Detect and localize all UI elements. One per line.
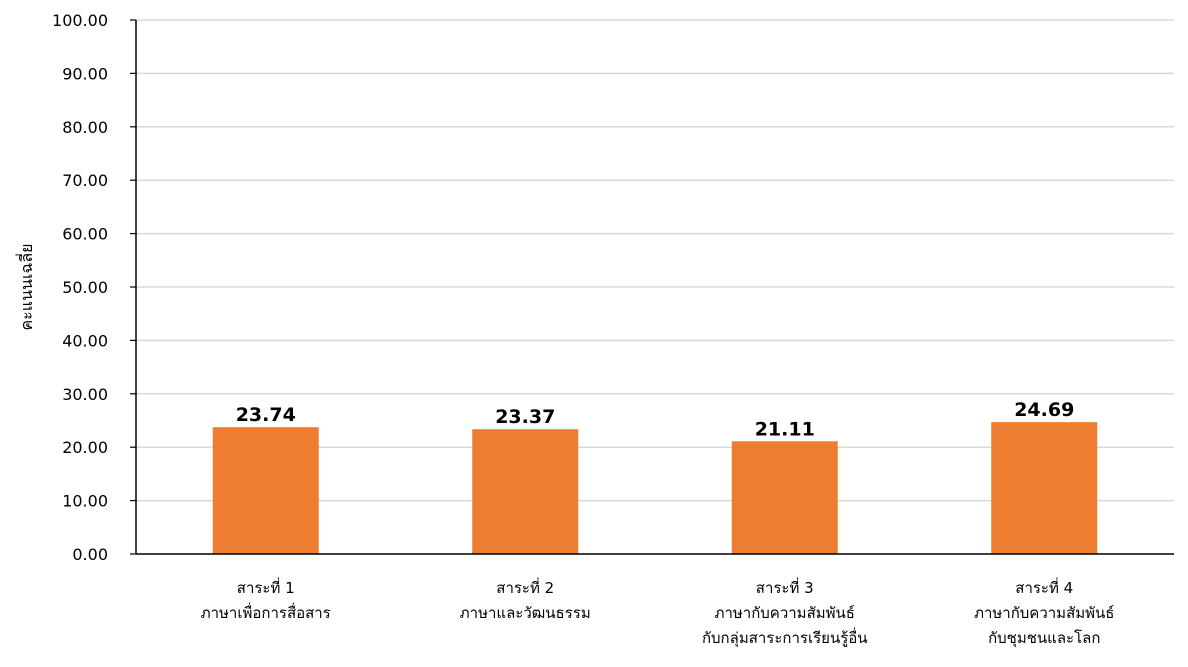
data-label: 23.37 (495, 406, 555, 428)
x-category-label: สาระที่ 4 ภาษากับความสัมพันธ์กับชุมชนและโ… (974, 577, 1114, 648)
x-category-label-line: ภาษาและวัฒนธรรม (460, 604, 591, 622)
bar (991, 422, 1098, 554)
data-label: 23.74 (236, 404, 296, 426)
x-category-label-line: สาระที่ 2 (496, 577, 554, 597)
x-category-label-line: ภาษาเพื่อการสื่อสาร (201, 602, 331, 622)
y-tick-label: 0.00 (72, 545, 108, 564)
x-category-label-line: สาระที่ 3 (756, 577, 814, 597)
bar (212, 427, 319, 554)
bars (212, 422, 1098, 554)
data-label: 21.11 (755, 418, 815, 440)
y-tick-label: 20.00 (62, 438, 108, 457)
y-tick-label: 10.00 (62, 492, 108, 511)
y-tick-label: 40.00 (62, 331, 108, 350)
axes (130, 19, 1174, 555)
x-category-label-line: ภาษากับความสัมพันธ์ (974, 604, 1114, 622)
x-category-label-line: ภาษากับความสัมพันธ์ (715, 604, 855, 622)
x-category-label: สาระที่ 3 ภาษากับความสัมพันธ์กับกลุ่มสาระ… (702, 577, 868, 648)
y-tick-label: 80.00 (62, 118, 108, 137)
x-category-label-line: สาระที่ 1 (237, 577, 295, 597)
x-category-label-line: กับชุมชนและโลก (988, 629, 1100, 648)
y-tick-label: 70.00 (62, 171, 108, 190)
y-tick-label: 30.00 (62, 385, 108, 404)
y-tick-label: 90.00 (62, 64, 108, 83)
labels: 0.00 10.00 20.00 30.00 40.00 50.00 60.00 70.00 8… (15, 11, 1114, 648)
bar (731, 441, 838, 554)
y-axis-title: คะแนนเฉลี่ย (15, 243, 36, 330)
x-category-label: สาระที่ 2 ภาษาและวัฒนธรรม (460, 577, 591, 622)
y-tick-label: 100.00 (52, 11, 108, 30)
x-category-label-line: กับกลุ่มสาระการเรียนรู้อื่น (702, 627, 868, 648)
x-category-label: สาระที่ 1 ภาษาเพื่อการสื่อสาร (201, 577, 331, 622)
y-tick-label: 50.00 (62, 278, 108, 297)
x-category-label-line: สาระที่ 4 (1015, 577, 1073, 597)
data-label: 24.69 (1014, 399, 1074, 421)
bar (472, 429, 579, 554)
y-tick-label: 60.00 (62, 225, 108, 244)
